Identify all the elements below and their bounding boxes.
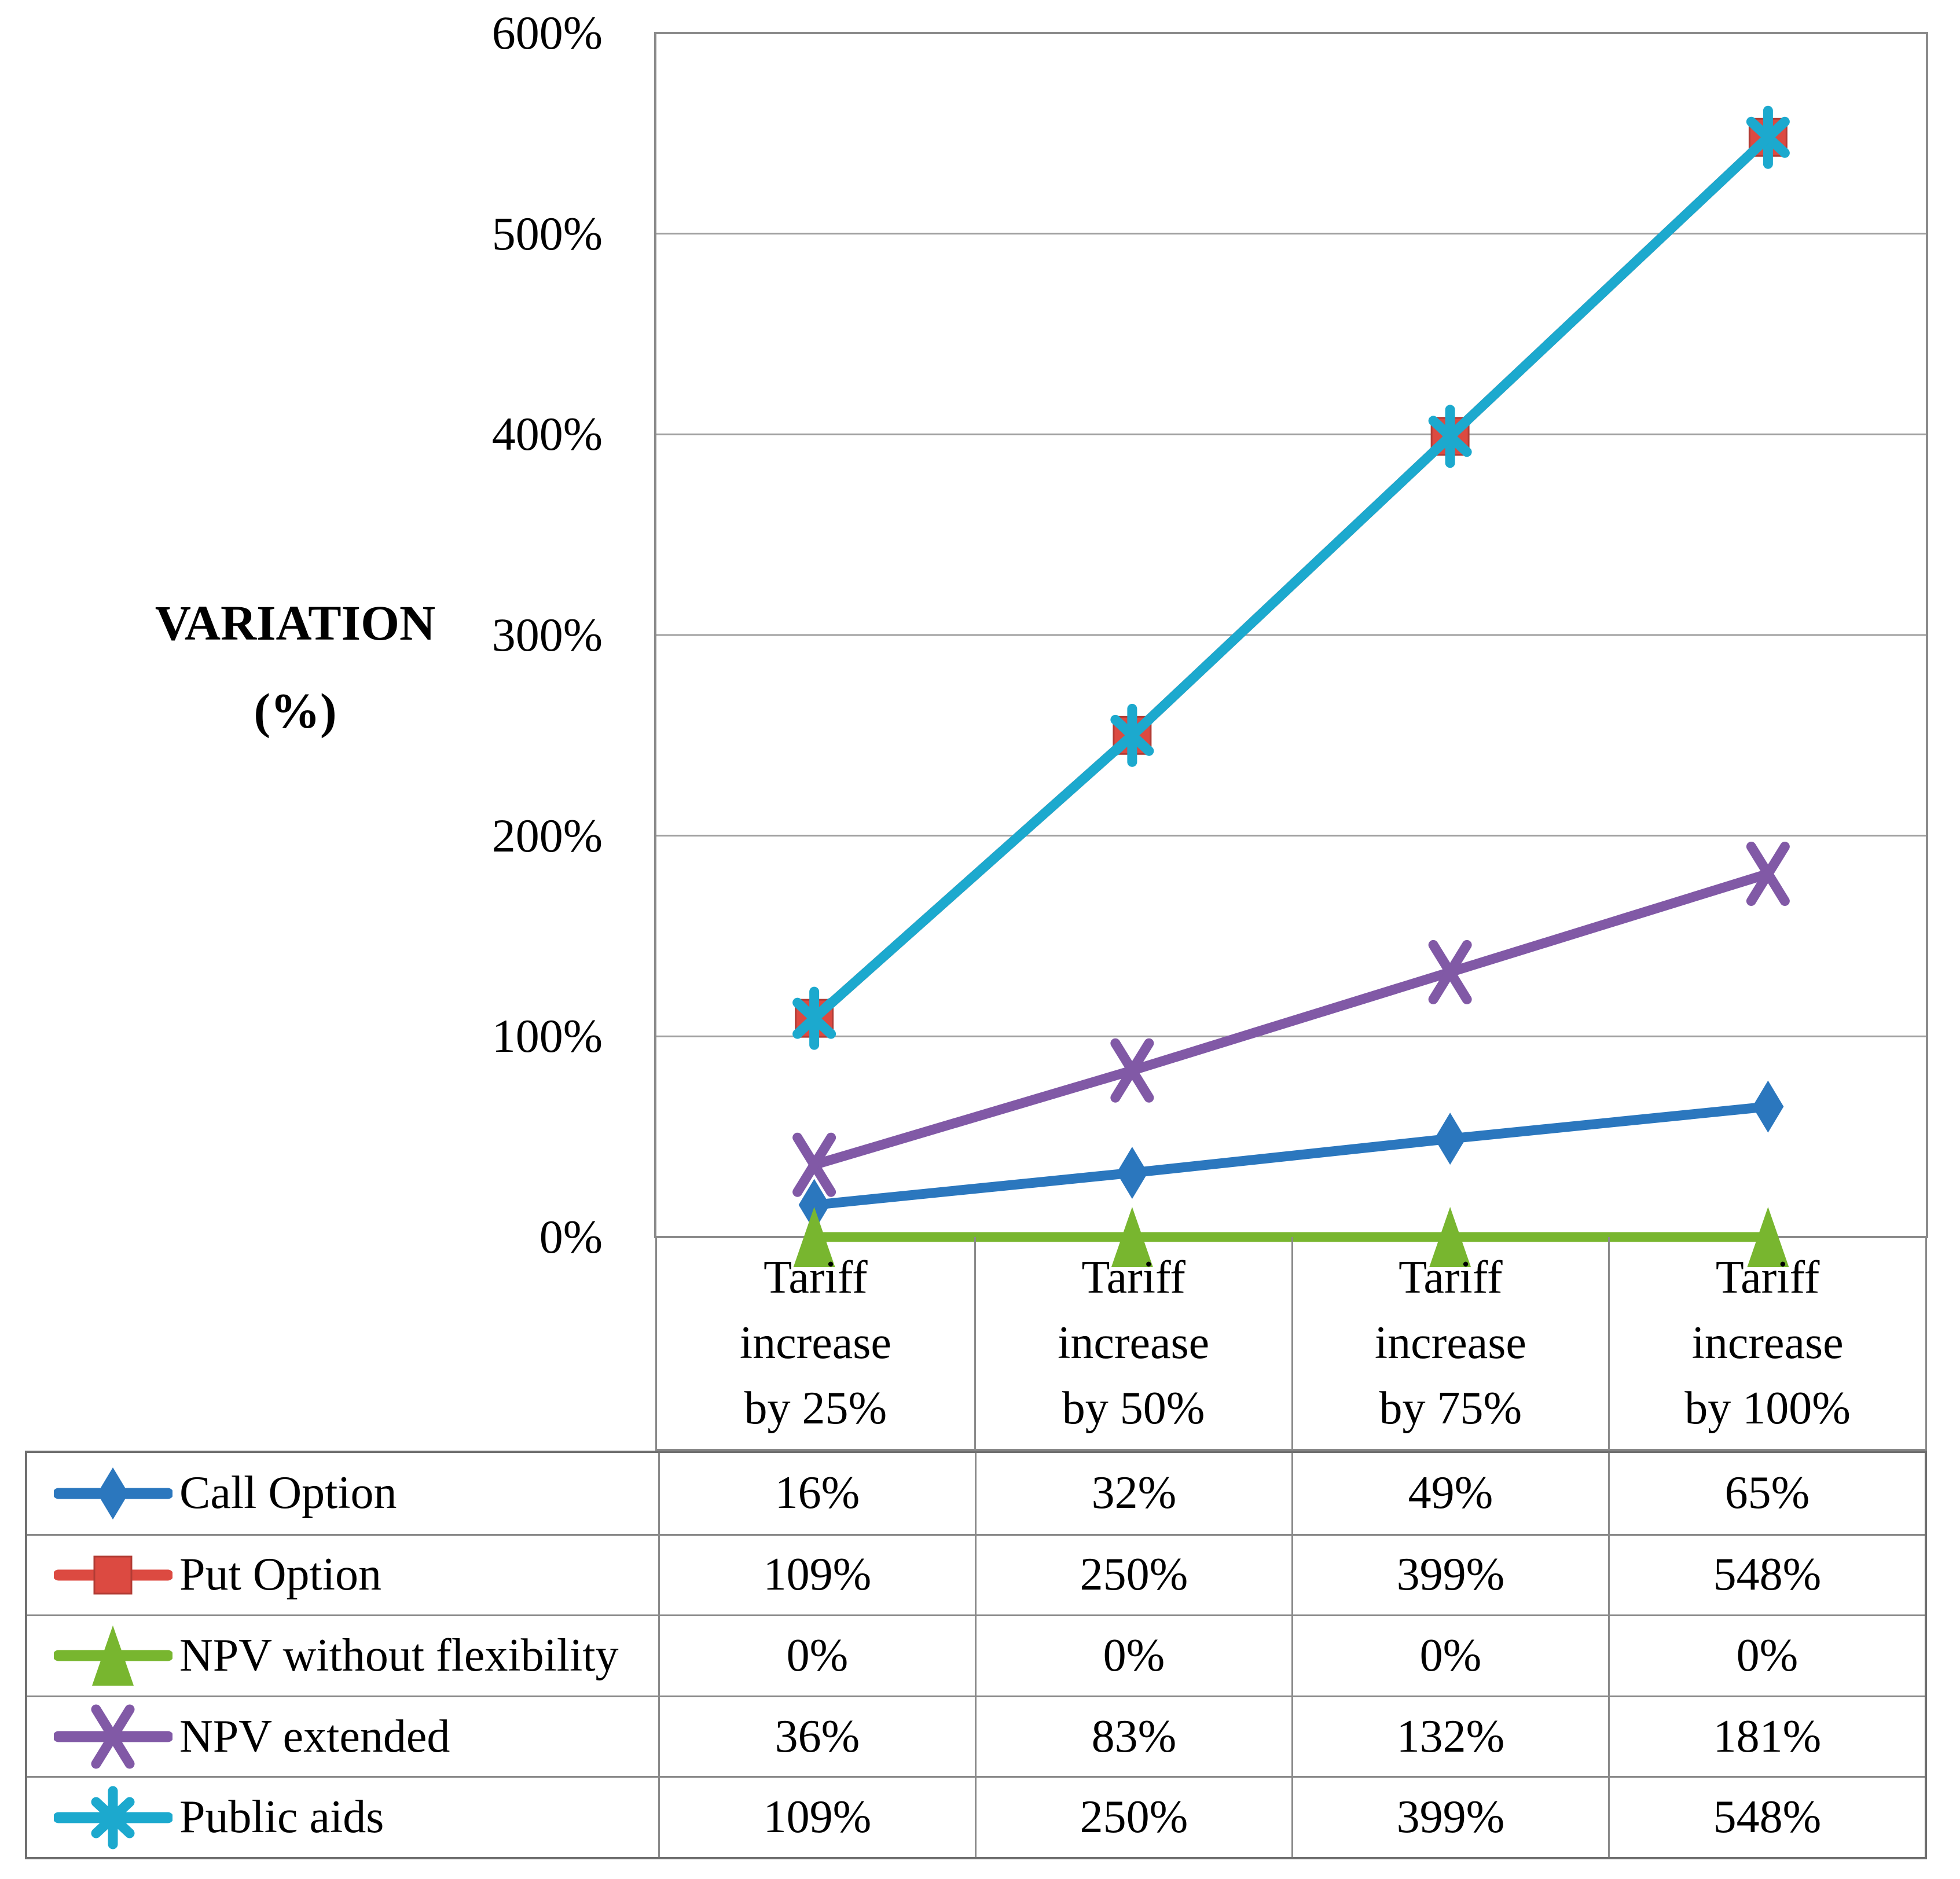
series-data-table: Call Option 16% 32% 49% 65% Put Option 109% 250… — [25, 1451, 1927, 1859]
y-axis-tick-label: 0% — [539, 1210, 603, 1263]
series-value-cell: 83% — [975, 1695, 1291, 1777]
x-marker — [1746, 842, 1790, 907]
series-value-cell: 0% — [658, 1614, 975, 1695]
series-name-label: Put Option — [179, 1549, 381, 1601]
category-label-line: increase — [739, 1317, 891, 1368]
x-legend-marker-icon — [54, 1704, 172, 1769]
y-axis-tick-label: 100% — [491, 1010, 603, 1063]
asterisk-marker — [792, 997, 836, 1039]
y-axis-tick-label: 400% — [491, 408, 603, 461]
series-value-cell: 0% — [1291, 1614, 1608, 1695]
x-marker — [792, 1132, 836, 1197]
diamond-marker — [798, 1179, 830, 1231]
y-axis-tick-label: 600% — [491, 6, 603, 59]
series-value-cell: 109% — [658, 1533, 975, 1615]
y-axis-title: VARIATION (%) — [64, 579, 527, 755]
x-axis-category-label: Tariff increase by 100% — [1608, 1237, 1925, 1449]
diamond-legend-marker-icon — [54, 1467, 172, 1520]
x-marker — [1428, 939, 1472, 1004]
series-value-cell: 250% — [975, 1533, 1291, 1615]
series-name-label: Public aids — [179, 1792, 384, 1843]
diamond-marker — [1434, 1113, 1466, 1165]
series-line — [809, 869, 1773, 1170]
series-value-cell: 548% — [1608, 1776, 1925, 1857]
category-label-line: Tariff — [1715, 1252, 1820, 1303]
series-value-cell: 0% — [975, 1614, 1291, 1695]
series-value-cell: 399% — [1291, 1533, 1608, 1615]
series-value-cell: 109% — [658, 1776, 975, 1857]
legend-item: NPV extended — [27, 1695, 658, 1777]
series-value-cell: 399% — [1291, 1776, 1608, 1857]
x-axis-category-label: Tariff increase by 50% — [974, 1237, 1291, 1449]
series-value-cell: 65% — [1608, 1453, 1925, 1534]
category-label-line: by 100% — [1684, 1382, 1851, 1434]
asterisk-marker — [1428, 416, 1472, 457]
triangle-marker — [1111, 1207, 1153, 1267]
triangle-legend-marker-icon — [54, 1625, 172, 1686]
legend-item: NPV without flexibility — [27, 1614, 658, 1695]
series-value-cell: 16% — [658, 1453, 975, 1534]
series-value-cell: 0% — [1608, 1614, 1925, 1695]
asterisk-marker — [1110, 714, 1154, 756]
x-axis-category-label: Tariff increase by 75% — [1291, 1237, 1609, 1449]
x-marker — [1110, 1038, 1154, 1103]
series-name-label: Call Option — [179, 1467, 397, 1519]
series-value-cell: 548% — [1608, 1533, 1925, 1615]
series-value-cell: 49% — [1291, 1453, 1608, 1534]
category-label-line: Tariff — [1081, 1252, 1185, 1303]
legend-item: Put Option — [27, 1533, 658, 1615]
series-value-cell: 181% — [1608, 1695, 1925, 1777]
category-label-line: increase — [1374, 1317, 1526, 1368]
series-value-cell: 32% — [975, 1453, 1291, 1534]
category-label-line: by 25% — [744, 1382, 887, 1434]
series-value-cell: 250% — [975, 1776, 1291, 1857]
diamond-marker — [1752, 1080, 1784, 1133]
category-label-line: increase — [1058, 1317, 1210, 1368]
series-name-label: NPV without flexibility — [179, 1630, 619, 1681]
category-label-line: increase — [1691, 1317, 1844, 1368]
x-marker — [91, 1704, 135, 1769]
legend-item: Call Option — [27, 1453, 658, 1534]
y-axis-tick-label: 200% — [491, 809, 603, 862]
category-label-line: by 75% — [1379, 1382, 1522, 1434]
square-legend-marker-icon — [54, 1555, 172, 1595]
series-line — [809, 132, 1773, 1023]
category-label-line: by 50% — [1062, 1382, 1205, 1434]
series-name-label: NPV extended — [179, 1711, 450, 1762]
x-axis-category-header: Tariff increase by 25% Tariff increase by 50%… — [655, 1237, 1927, 1451]
y-axis-title-line-1: VARIATION — [155, 595, 436, 651]
category-label-line: Tariff — [1399, 1252, 1503, 1303]
y-axis-tick-label: 300% — [491, 608, 603, 661]
y-axis-tick-labels: 0% 100% 200% 300% 400% 500% 600% — [0, 0, 605, 1331]
diamond-marker — [97, 1467, 129, 1520]
asterisk-legend-marker-icon — [54, 1786, 172, 1849]
category-label-line: Tariff — [764, 1252, 868, 1303]
diamond-marker — [1116, 1147, 1148, 1199]
y-axis-title-line-2: (%) — [254, 683, 337, 739]
legend-item: Public aids — [27, 1776, 658, 1857]
series-line — [809, 1102, 1773, 1210]
asterisk-marker — [1746, 116, 1790, 158]
triangle-marker — [1747, 1207, 1789, 1267]
x-axis-category-label: Tariff increase by 25% — [657, 1237, 974, 1449]
triangle-marker — [92, 1625, 134, 1686]
square-marker — [93, 1555, 133, 1595]
series-value-cell: 36% — [658, 1695, 975, 1777]
y-axis-tick-label: 500% — [491, 207, 603, 260]
triangle-marker — [793, 1207, 835, 1267]
asterisk-marker — [91, 1797, 135, 1838]
triangle-marker — [1429, 1207, 1471, 1267]
series-value-cell: 132% — [1291, 1695, 1608, 1777]
